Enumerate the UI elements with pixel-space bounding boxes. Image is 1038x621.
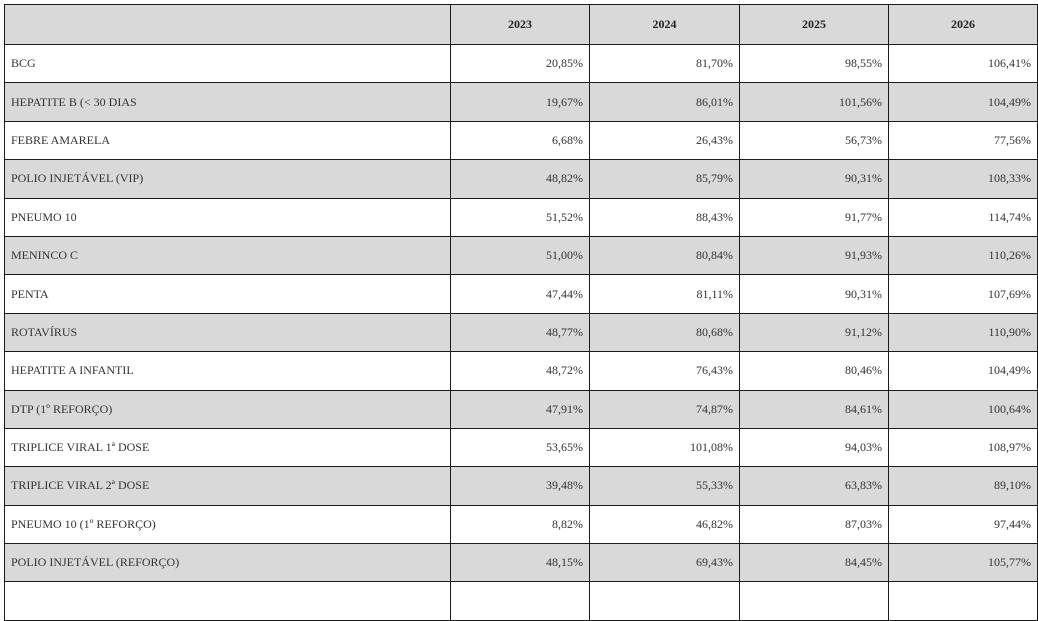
vaccine-name: TRIPLICE VIRAL 1ª DOSE: [4, 427, 451, 468]
vaccine-name: HEPATITE A INFANTIL: [4, 351, 451, 391]
table-row: HEPATITE B (< 30 DIAS 19,67% 86,01% 101,56%…: [4, 82, 1038, 122]
coverage-value: 63,83%: [739, 466, 889, 506]
coverage-value: 91,12%: [739, 312, 889, 353]
vaccine-name: DTP (1º REFORÇO): [4, 389, 451, 429]
coverage-value: 46,82%: [589, 504, 740, 545]
header-year: 2023: [450, 4, 590, 45]
header-row: 2023 2024 2025 2026: [4, 4, 1038, 45]
coverage-value: 20,85%: [450, 43, 590, 84]
coverage-value: 86,01%: [589, 82, 740, 122]
vaccine-name: BCG: [4, 43, 451, 84]
coverage-value: 105,77%: [888, 543, 1038, 583]
coverage-value: 26,43%: [589, 120, 740, 161]
coverage-value: 98,55%: [739, 43, 889, 84]
coverage-value: 48,72%: [450, 351, 590, 391]
coverage-value: 51,00%: [450, 235, 590, 276]
coverage-value: 39,48%: [450, 466, 590, 506]
coverage-value: 81,11%: [589, 274, 740, 314]
coverage-value: 85,79%: [589, 159, 740, 199]
coverage-value: 106,41%: [888, 43, 1038, 84]
empty-cell: [739, 581, 889, 621]
coverage-value: 100,64%: [888, 389, 1038, 429]
coverage-value: 88,43%: [589, 197, 740, 237]
coverage-value: 77,56%: [888, 120, 1038, 161]
vaccine-name: POLIO INJETÁVEL (REFORÇO): [4, 543, 451, 583]
table-row: PENTA 47,44% 81,11% 90,31% 107,69%: [4, 274, 1038, 314]
vaccine-name: ROTAVÍRUS: [4, 312, 451, 353]
header-vaccine: [4, 4, 451, 45]
table-row: ROTAVÍRUS 48,77% 80,68% 91,12% 110,90%: [4, 312, 1038, 353]
coverage-value: 48,77%: [450, 312, 590, 353]
coverage-value: 84,61%: [739, 389, 889, 429]
coverage-value: 101,08%: [589, 427, 740, 468]
coverage-value: 80,68%: [589, 312, 740, 353]
table-body: BCG 20,85% 81,70% 98,55% 106,41% HEPATITE B (…: [4, 43, 1038, 621]
coverage-value: 19,67%: [450, 82, 590, 122]
empty-cell: [4, 581, 451, 621]
vaccination-coverage-table: 2023 2024 2025 2026 BCG 20,85% 81,70% 98,55% 10…: [4, 4, 1038, 621]
coverage-value: 48,82%: [450, 159, 590, 199]
vaccine-name: MENINCO C: [4, 235, 451, 276]
coverage-value: 89,10%: [888, 466, 1038, 506]
vaccine-name: POLIO INJETÁVEL (VIP): [4, 159, 451, 199]
table-row: TRIPLICE VIRAL 2ª DOSE 39,48% 55,33% 63,83%…: [4, 466, 1038, 506]
coverage-value: 47,91%: [450, 389, 590, 429]
coverage-value: 8,82%: [450, 504, 590, 545]
coverage-value: 6,68%: [450, 120, 590, 161]
vaccine-name: FEBRE AMARELA: [4, 120, 451, 161]
coverage-value: 80,46%: [739, 351, 889, 391]
vaccine-name: HEPATITE B (< 30 DIAS: [4, 82, 451, 122]
empty-cell: [888, 581, 1038, 621]
coverage-value: 80,84%: [589, 235, 740, 276]
vaccine-name: PNEUMO 10 (1º REFORÇO): [4, 504, 451, 545]
coverage-value: 104,49%: [888, 82, 1038, 122]
coverage-value: 55,33%: [589, 466, 740, 506]
coverage-value: 81,70%: [589, 43, 740, 84]
coverage-value: 76,43%: [589, 351, 740, 391]
table-row: BCG 20,85% 81,70% 98,55% 106,41%: [4, 43, 1038, 84]
table-row: MENINCO C 51,00% 80,84% 91,93% 110,26%: [4, 235, 1038, 276]
vaccine-name: PNEUMO 10: [4, 197, 451, 237]
header-year: 2025: [739, 4, 889, 45]
coverage-value: 48,15%: [450, 543, 590, 583]
coverage-value: 91,77%: [739, 197, 889, 237]
table-row: POLIO INJETÁVEL (VIP) 48,82% 85,79% 90,31% 1…: [4, 159, 1038, 199]
coverage-value: 94,03%: [739, 427, 889, 468]
table-row: TRIPLICE VIRAL 1ª DOSE 53,65% 101,08% 94,03…: [4, 427, 1038, 468]
table-row: POLIO INJETÁVEL (REFORÇO) 48,15% 69,43% 84,…: [4, 543, 1038, 583]
table-row: PNEUMO 10 51,52% 88,43% 91,77% 114,74%: [4, 197, 1038, 237]
coverage-value: 84,45%: [739, 543, 889, 583]
coverage-value: 104,49%: [888, 351, 1038, 391]
header-year: 2024: [589, 4, 740, 45]
empty-cell: [589, 581, 740, 621]
coverage-value: 90,31%: [739, 159, 889, 199]
coverage-value: 108,97%: [888, 427, 1038, 468]
coverage-value: 53,65%: [450, 427, 590, 468]
table-row-partial: [4, 581, 1038, 621]
vaccine-name: TRIPLICE VIRAL 2ª DOSE: [4, 466, 451, 506]
coverage-value: 101,56%: [739, 82, 889, 122]
coverage-value: 69,43%: [589, 543, 740, 583]
vaccine-name: PENTA: [4, 274, 451, 314]
coverage-value: 110,26%: [888, 235, 1038, 276]
coverage-value: 74,87%: [589, 389, 740, 429]
coverage-value: 87,03%: [739, 504, 889, 545]
coverage-value: 114,74%: [888, 197, 1038, 237]
coverage-value: 108,33%: [888, 159, 1038, 199]
coverage-value: 56,73%: [739, 120, 889, 161]
empty-cell: [450, 581, 590, 621]
table-row: FEBRE AMARELA 6,68% 26,43% 56,73% 77,56%: [4, 120, 1038, 161]
coverage-value: 107,69%: [888, 274, 1038, 314]
coverage-value: 91,93%: [739, 235, 889, 276]
coverage-value: 90,31%: [739, 274, 889, 314]
coverage-value: 47,44%: [450, 274, 590, 314]
table-row: DTP (1º REFORÇO) 47,91% 74,87% 84,61% 100,64…: [4, 389, 1038, 429]
table-row: HEPATITE A INFANTIL 48,72% 76,43% 80,46% 104…: [4, 351, 1038, 391]
table-row: PNEUMO 10 (1º REFORÇO) 8,82% 46,82% 87,03% 9…: [4, 504, 1038, 545]
coverage-value: 51,52%: [450, 197, 590, 237]
coverage-value: 110,90%: [888, 312, 1038, 353]
coverage-value: 97,44%: [888, 504, 1038, 545]
header-year: 2026: [888, 4, 1038, 45]
